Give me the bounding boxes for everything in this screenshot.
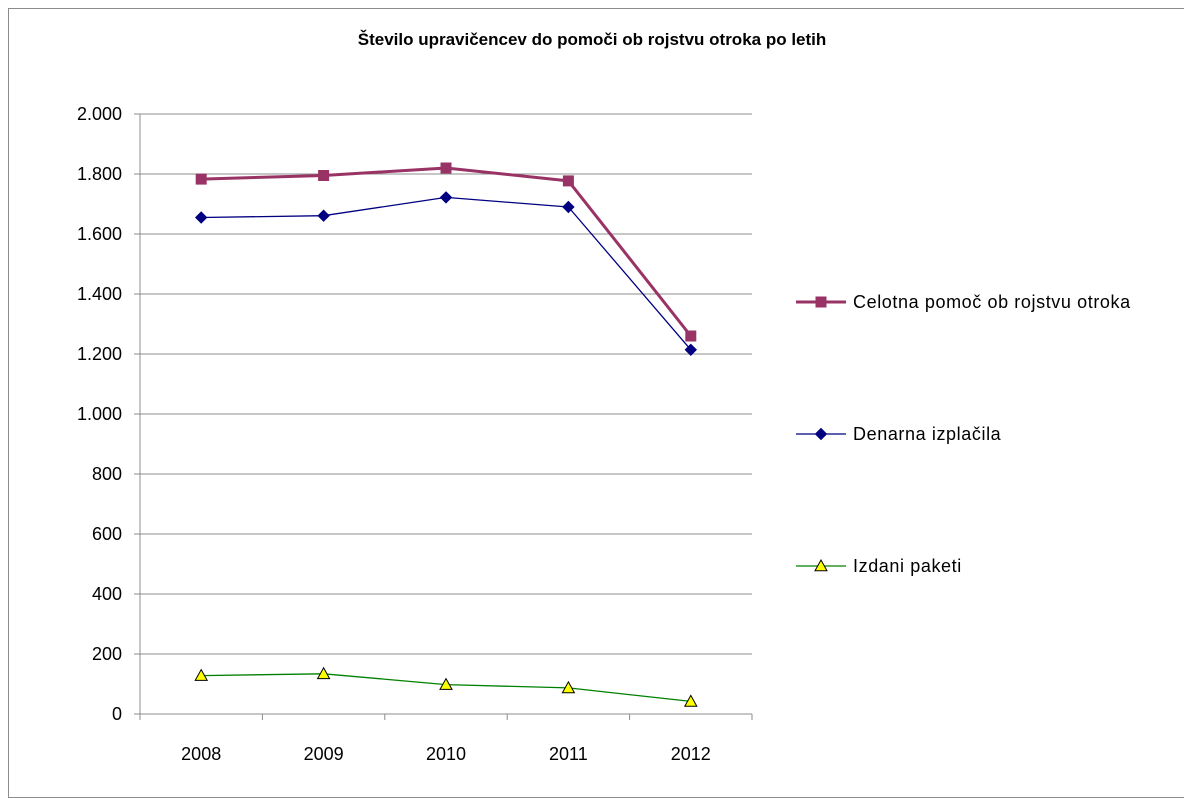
y-tick-label: 2.000 bbox=[77, 104, 122, 124]
data-point bbox=[194, 211, 208, 224]
legend-swatch-marker bbox=[815, 296, 827, 308]
data-point bbox=[317, 209, 330, 222]
y-tick-label: 1.600 bbox=[77, 224, 122, 244]
legend-label: Celotna pomoč ob rojstvu otroka bbox=[853, 292, 1131, 312]
y-tick-label: 1.000 bbox=[77, 404, 122, 424]
y-tick-label: 1.400 bbox=[77, 284, 122, 304]
legend-swatch-marker bbox=[814, 427, 828, 441]
data-point bbox=[316, 666, 331, 680]
data-point bbox=[684, 343, 698, 357]
legend-label: Denarna izplačila bbox=[853, 424, 1002, 444]
data-point bbox=[195, 173, 207, 185]
y-tick-label: 1.800 bbox=[77, 164, 122, 184]
data-point bbox=[440, 162, 452, 174]
gridlines bbox=[140, 113, 752, 655]
chart-frame bbox=[8, 8, 1184, 798]
x-tick-label: 2012 bbox=[671, 744, 711, 764]
legend-item: Denarna izplačila bbox=[796, 424, 1002, 444]
x-tick-label: 2009 bbox=[304, 744, 344, 764]
data-point bbox=[439, 191, 453, 204]
y-tick-label: 800 bbox=[92, 464, 122, 484]
data-point bbox=[562, 175, 574, 187]
series-triangle bbox=[194, 666, 698, 707]
series-square bbox=[195, 162, 697, 342]
legend-label: Izdani paketi bbox=[853, 556, 962, 576]
data-point bbox=[685, 330, 697, 342]
y-tick-label: 400 bbox=[92, 584, 122, 604]
series-diamond bbox=[194, 191, 698, 357]
chart-title: Število upravičencev do pomoči ob rojstv… bbox=[357, 30, 827, 49]
series-line bbox=[201, 196, 692, 351]
data-point bbox=[194, 668, 209, 681]
data-point bbox=[561, 680, 576, 694]
data-point bbox=[562, 200, 575, 214]
x-tick-label: 2008 bbox=[181, 744, 221, 764]
data-point bbox=[439, 677, 453, 690]
legend-swatch-marker bbox=[814, 558, 828, 572]
axes: 0 200 400 600 800 1.000 1.200 1.400 1.600 1.800 2.… bbox=[77, 104, 753, 764]
y-tick-label: 600 bbox=[92, 524, 122, 544]
y-tick-label: 200 bbox=[92, 644, 122, 664]
legend: Celotna pomoč ob rojstvu otroka Denarna i… bbox=[796, 292, 1131, 576]
y-tick-label: 0 bbox=[112, 704, 122, 724]
y-tick-label: 1.200 bbox=[77, 344, 122, 364]
x-tick-label: 2011 bbox=[549, 744, 588, 764]
legend-item: Celotna pomoč ob rojstvu otroka bbox=[796, 292, 1131, 312]
data-point bbox=[683, 694, 698, 707]
legend-item: Izdani paketi bbox=[796, 556, 962, 576]
series-lines bbox=[194, 162, 698, 707]
data-point bbox=[318, 170, 330, 181]
x-tick-label: 2010 bbox=[426, 744, 466, 764]
